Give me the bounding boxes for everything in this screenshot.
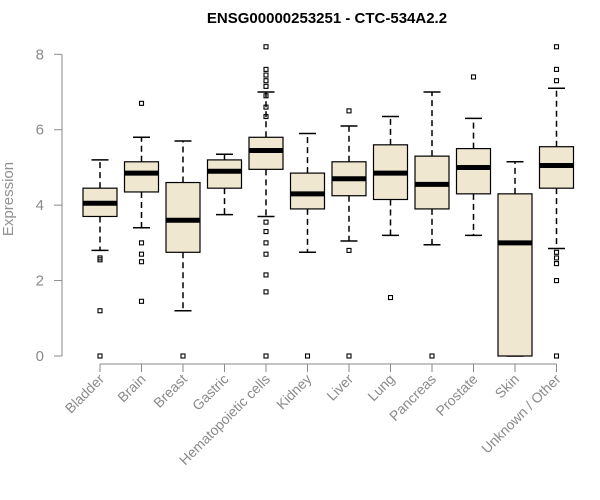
outlier-point: [553, 78, 560, 84]
box-group: [455, 74, 492, 237]
y-tick-label: 6: [36, 122, 44, 139]
box-body: [206, 159, 243, 189]
box-group: [414, 91, 450, 359]
box-group: [538, 44, 575, 359]
box-group: [372, 115, 409, 301]
outlier-point: [263, 83, 269, 89]
outlier-point: [263, 66, 269, 72]
y-axis-label: Expression: [0, 162, 17, 236]
box-group: [331, 108, 367, 359]
outlier-point: [553, 353, 560, 359]
outlier-point: [138, 240, 145, 246]
y-tick-label: 4: [36, 197, 44, 214]
y-tick-label: 2: [36, 273, 44, 290]
x-tick-label: Bladder: [62, 371, 108, 417]
outlier-point: [180, 353, 186, 359]
outlier-point: [138, 298, 145, 304]
box-group: [82, 159, 118, 359]
outlier-point: [263, 229, 269, 235]
outlier-point: [346, 108, 352, 114]
outlier-point: [304, 353, 311, 359]
x-tick-label: Unknown / Other: [478, 371, 564, 457]
outlier-point: [263, 113, 269, 120]
y-tick-label: 8: [36, 46, 44, 63]
x-tick-label: Skin: [492, 371, 523, 402]
x-tick-label: Lung: [364, 371, 397, 404]
outlier-point: [263, 289, 269, 295]
x-tick-label: Brain: [114, 371, 148, 405]
box-group: [289, 132, 326, 359]
box-body: [123, 161, 160, 193]
box-body: [248, 136, 284, 170]
outlier-point: [263, 353, 269, 359]
outlier-point: [263, 44, 269, 50]
outlier-point: [553, 66, 560, 72]
box-body: [165, 181, 201, 253]
box-group: [248, 44, 284, 359]
outlier-point: [97, 353, 103, 359]
outlier-point: [263, 240, 269, 246]
x-tick-label: Breast: [150, 371, 190, 411]
y-tick-label: 0: [36, 348, 44, 365]
axes: 0 2 4 6 8: [36, 46, 557, 365]
outlier-point: [553, 255, 560, 261]
outlier-point: [138, 259, 145, 265]
outlier-point: [553, 249, 560, 255]
outlier-point: [429, 353, 435, 359]
outlier-point: [263, 78, 269, 84]
box-body: [497, 193, 533, 357]
box-group: [206, 153, 243, 216]
outlier-point: [263, 93, 269, 99]
box-group: [165, 140, 201, 359]
outlier-point: [346, 353, 352, 359]
outlier-point: [97, 257, 103, 263]
chart-title: ENSG00000253251 - CTC-534A2.2: [207, 10, 447, 27]
outlier-point: [553, 261, 560, 267]
outlier-point: [263, 251, 269, 257]
outlier-point: [263, 219, 269, 225]
outlier-point: [553, 44, 560, 50]
outlier-point: [263, 104, 269, 110]
outlier-point: [387, 294, 394, 301]
box-group: [497, 161, 533, 357]
box-body: [455, 147, 492, 195]
outlier-point: [346, 247, 352, 253]
outlier-point: [263, 72, 269, 78]
outlier-point: [553, 278, 560, 284]
outlier-point: [263, 272, 269, 278]
box-body: [289, 172, 326, 210]
boxes: [82, 44, 575, 359]
outlier-point: [138, 251, 145, 257]
box-group: [123, 100, 160, 304]
x-tick-label: Liver: [323, 371, 356, 404]
x-tick-label: Prostate: [432, 371, 480, 419]
outlier-point: [138, 100, 145, 106]
outlier-point: [470, 74, 477, 80]
x-tick-label: Kidney: [273, 371, 315, 413]
outlier-point: [97, 308, 103, 314]
